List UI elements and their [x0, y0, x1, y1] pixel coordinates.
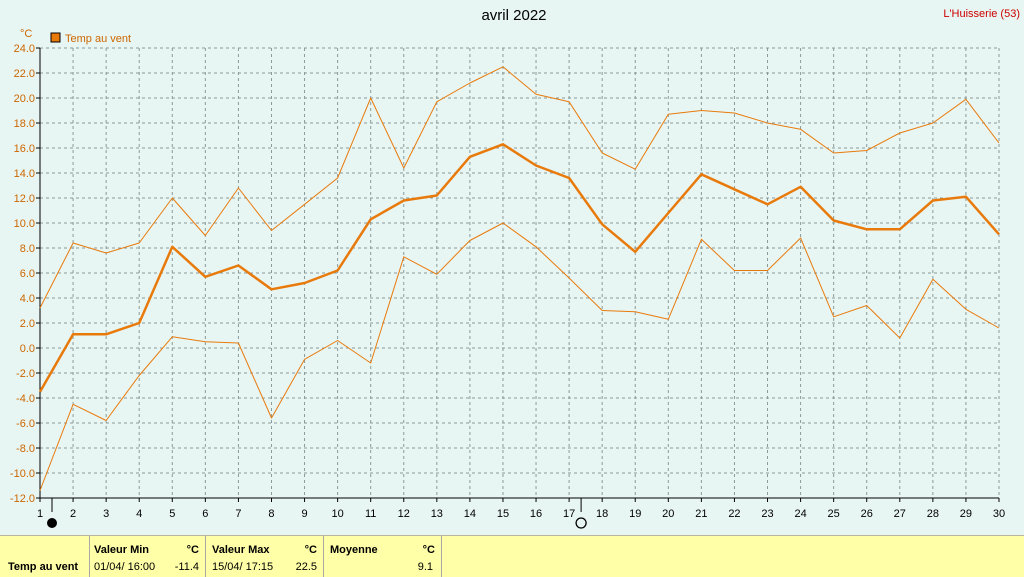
summary-max-label: Valeur Max — [212, 544, 270, 556]
x-tick-label: 22 — [728, 508, 740, 520]
y-tick-label: 4.0 — [20, 293, 35, 305]
summary-mean-label: Moyenne — [330, 544, 378, 556]
x-tick-label: 21 — [695, 508, 707, 520]
x-tick-label: 3 — [103, 508, 109, 520]
y-tick-label: -10.0 — [10, 468, 35, 480]
summary-row-label: Temp au vent — [8, 561, 79, 573]
y-tick-label: -2.0 — [16, 368, 35, 380]
hollow-circle-icon — [575, 517, 587, 529]
x-tick-label: 5 — [169, 508, 175, 520]
x-tick-label: 19 — [629, 508, 641, 520]
y-tick-label: -12.0 — [10, 493, 35, 505]
legend-swatch — [50, 32, 61, 43]
x-tick-label: 16 — [530, 508, 542, 520]
y-tick-label: 0.0 — [20, 343, 35, 355]
summary-min-date: 01/04/ 16:00 — [94, 561, 156, 573]
series-lines — [38, 66, 1000, 491]
summary-row-header: Temp au vent — [0, 536, 90, 577]
x-tick-label: 30 — [993, 508, 1005, 520]
summary-min-label: Valeur Min — [94, 544, 150, 556]
summary-max-date: 15/04/ 17:15 — [212, 561, 274, 573]
summary-min-value: -11.4 — [174, 561, 199, 573]
x-tick-label: 26 — [861, 508, 873, 520]
x-tick-label: 10 — [331, 508, 343, 520]
y-tick-label: 8.0 — [20, 243, 35, 255]
summary-max-value: 22.5 — [295, 561, 317, 573]
filled-circle-icon — [47, 518, 57, 528]
x-tick-label: 2 — [70, 508, 76, 520]
y-tick-label: 20.0 — [14, 93, 35, 105]
x-tick-label: 23 — [761, 508, 773, 520]
x-tick-label: 17 — [563, 508, 575, 520]
y-tick-label: -6.0 — [16, 418, 35, 430]
x-tick-label: 29 — [960, 508, 972, 520]
x-tick-label: 12 — [398, 508, 410, 520]
y-tick-label: 6.0 — [20, 268, 35, 280]
temperature-chart: avril 2022 L'Huisserie (53) °C Temp au v… — [10, 7, 1020, 529]
x-tick-label: 9 — [301, 508, 307, 520]
y-tick-label: -8.0 — [16, 443, 35, 455]
x-tick-label: 20 — [662, 508, 674, 520]
x-tick-label: 27 — [894, 508, 906, 520]
x-tick-label: 14 — [464, 508, 476, 520]
summary-table: Temp au vent Valeur Min °C 01/04/ 16:00 … — [0, 535, 1024, 577]
summary-max: Valeur Max °C 15/04/ 17:15 22.5 — [206, 536, 324, 577]
summary-mean-unit: °C — [422, 544, 435, 556]
x-tick-label: 28 — [927, 508, 939, 520]
y-tick-label: 24.0 — [14, 43, 35, 55]
chart-title: avril 2022 — [481, 7, 546, 24]
station-label: L'Huisserie (53) — [943, 8, 1020, 20]
series-line-max — [39, 66, 1000, 309]
y-tick-label: 12.0 — [14, 193, 35, 205]
x-tick-label: 4 — [136, 508, 142, 520]
y-tick-label: 10.0 — [14, 218, 35, 230]
x-tick-label: 25 — [828, 508, 840, 520]
summary-mean: Moyenne °C 9.1 — [324, 536, 442, 577]
x-tick-label: 1 — [37, 508, 43, 520]
x-tick-label: 8 — [268, 508, 274, 520]
y-tick-label: 18.0 — [14, 118, 35, 130]
y-tick-label: 2.0 — [20, 318, 35, 330]
summary-min: Valeur Min °C 01/04/ 16:00 -11.4 — [90, 536, 206, 577]
x-tick-label: 15 — [497, 508, 509, 520]
summary-mean-value: 9.1 — [417, 561, 433, 573]
x-tick-label: 24 — [794, 508, 806, 520]
x-tick-label: 11 — [365, 508, 376, 520]
day-markers — [47, 498, 587, 529]
y-tick-label: 14.0 — [14, 168, 35, 180]
axes: 24.022.020.018.016.014.012.010.08.06.04.… — [10, 43, 1005, 520]
summary-max-unit: °C — [304, 544, 317, 556]
grid — [39, 47, 1000, 499]
y-tick-label: 22.0 — [14, 68, 35, 80]
y-unit-label: °C — [20, 28, 32, 40]
x-tick-label: 6 — [202, 508, 208, 520]
x-tick-label: 13 — [431, 508, 443, 520]
x-tick-label: 18 — [596, 508, 608, 520]
x-tick-label: 7 — [235, 508, 241, 520]
legend-label: Temp au vent — [65, 33, 131, 45]
y-tick-label: 16.0 — [14, 143, 35, 155]
series-line-min — [39, 222, 1000, 491]
y-tick-label: -4.0 — [16, 393, 35, 405]
summary-min-unit: °C — [186, 544, 199, 556]
series-line-mean — [38, 143, 1000, 393]
